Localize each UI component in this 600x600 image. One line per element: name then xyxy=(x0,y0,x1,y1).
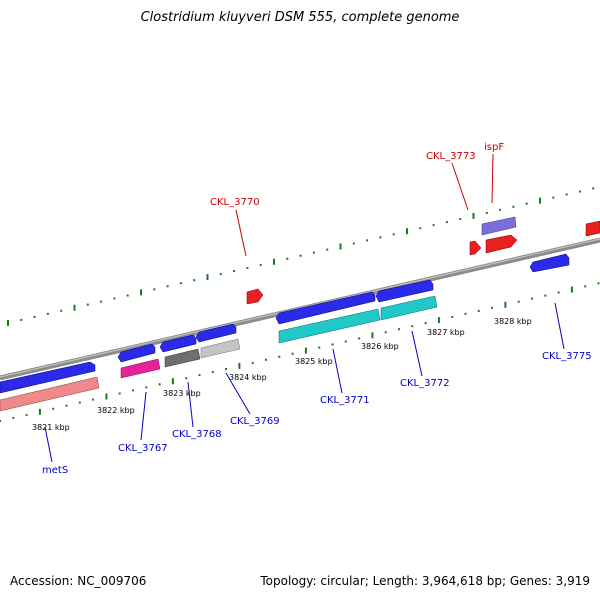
scale-label-3827: 3827 kbp xyxy=(427,328,465,337)
leader-ckl3767 xyxy=(140,391,147,441)
gene-feature-ckl3767[interactable] xyxy=(117,343,156,363)
scale-label-3823: 3823 kbp xyxy=(163,389,201,398)
scale-label-3826: 3826 kbp xyxy=(361,342,399,351)
gene-feature-ckl3767-pink[interactable] xyxy=(120,358,161,379)
leader-ckl3771 xyxy=(332,348,343,394)
gene-label-ckl3769[interactable]: CKL_3769 xyxy=(230,416,280,427)
gene-feature-ckl3769-grey[interactable] xyxy=(200,338,241,359)
gene-feature-ckl3771[interactable] xyxy=(275,291,376,325)
gene-label-ckl3767[interactable]: CKL_3767 xyxy=(118,443,168,454)
leader-ckl3768 xyxy=(187,381,194,428)
map-title: Clostridium kluyveri DSM 555, complete g… xyxy=(140,10,460,25)
leader-ckl3772 xyxy=(411,330,423,377)
inner-tick-track xyxy=(0,282,600,422)
leader-ckl3775 xyxy=(554,302,565,350)
gene-feature-ispf[interactable] xyxy=(481,216,517,236)
gene-feature-ckl3770[interactable] xyxy=(246,288,264,305)
gene-feature-ckl3768-grey[interactable] xyxy=(164,348,201,368)
scale-label-3824: 3824 kbp xyxy=(229,373,267,382)
gene-label-ckl3770[interactable]: CKL_3770 xyxy=(210,197,260,208)
gene-feature-ckl3772-cyan[interactable] xyxy=(380,295,438,321)
gene-feature-ckl3767-block[interactable] xyxy=(0,361,96,394)
leader-ispf xyxy=(491,153,494,204)
gene-label-ckl3775[interactable]: CKL_3775 xyxy=(542,351,592,362)
gene-label-ckl3773[interactable]: CKL_3773 xyxy=(426,151,476,162)
gene-feature-mets[interactable] xyxy=(0,376,100,412)
gene-label-ckl3768[interactable]: CKL_3768 xyxy=(172,429,222,440)
gene-feature-ckl3771-cyan[interactable] xyxy=(278,308,381,344)
scale-label-3825: 3825 kbp xyxy=(295,357,333,366)
accession-text: Accession: NC_009706 xyxy=(10,574,147,588)
gene-feature-ispf-red[interactable] xyxy=(485,234,518,254)
gene-feature-ckl3772[interactable] xyxy=(375,279,434,303)
scale-label-3821: 3821 kbp xyxy=(32,423,70,432)
scale-label-3822: 3822 kbp xyxy=(97,406,135,415)
genome-backbone-highlight xyxy=(0,238,600,378)
topology-text: Topology: circular; Length: 3,964,618 bp… xyxy=(260,574,590,588)
outer-tick-track xyxy=(7,187,595,326)
leader-ckl3773 xyxy=(451,162,469,211)
gene-label-ckl3772[interactable]: CKL_3772 xyxy=(400,378,450,389)
gene-feature-ckl3768[interactable] xyxy=(159,334,197,353)
leader-ckl3769 xyxy=(225,372,251,415)
gene-label-mets[interactable]: metS xyxy=(42,465,68,476)
gene-feature-ckl3773[interactable] xyxy=(469,240,482,256)
gene-feature-ckl3775[interactable] xyxy=(529,253,570,273)
leader-mets xyxy=(44,426,53,463)
leader-ckl3770 xyxy=(235,209,247,257)
gene-feature-ckl3769[interactable] xyxy=(195,323,237,343)
gene-feature-right-edge[interactable] xyxy=(585,220,600,237)
scale-label-3828: 3828 kbp xyxy=(494,317,532,326)
gene-label-ispf[interactable]: ispF xyxy=(484,142,504,153)
gene-label-ckl3771[interactable]: CKL_3771 xyxy=(320,395,370,406)
